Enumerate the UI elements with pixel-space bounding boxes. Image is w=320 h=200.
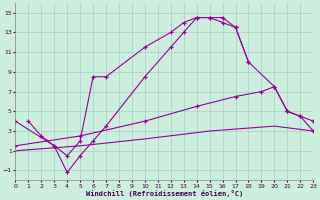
X-axis label: Windchill (Refroidissement éolien,°C): Windchill (Refroidissement éolien,°C) <box>86 190 243 197</box>
